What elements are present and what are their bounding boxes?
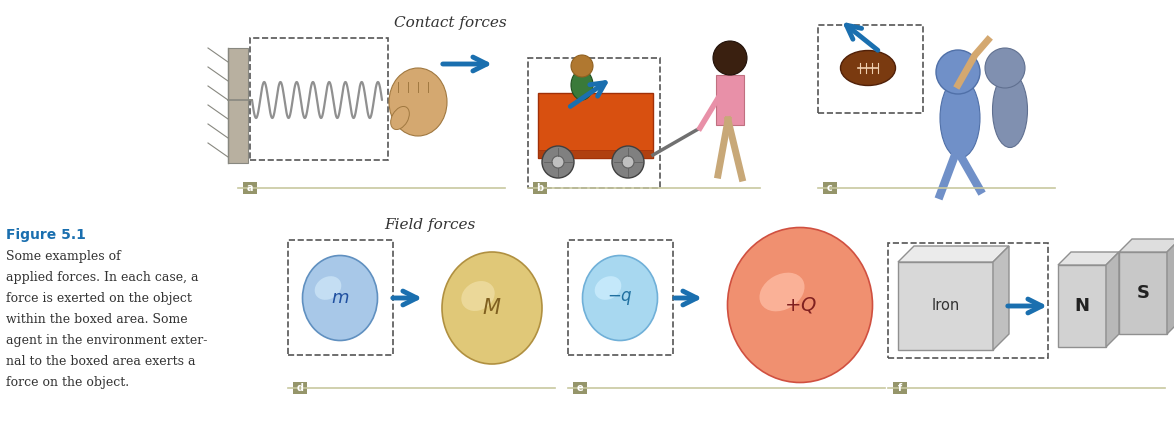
- Bar: [243, 182, 257, 194]
- Text: agent in the environment exter-: agent in the environment exter-: [6, 334, 208, 347]
- Text: S: S: [1136, 284, 1149, 302]
- Text: b: b: [537, 183, 544, 193]
- Ellipse shape: [389, 68, 447, 136]
- Text: e: e: [576, 383, 583, 393]
- Text: Some examples of: Some examples of: [6, 250, 121, 263]
- Circle shape: [713, 41, 747, 75]
- Bar: [568, 240, 673, 355]
- Ellipse shape: [595, 276, 621, 300]
- Ellipse shape: [760, 273, 804, 311]
- Text: d: d: [297, 383, 304, 393]
- Bar: [288, 240, 393, 355]
- Ellipse shape: [303, 255, 378, 340]
- Bar: [294, 382, 306, 394]
- Ellipse shape: [992, 72, 1027, 148]
- Bar: [893, 382, 908, 394]
- Text: nal to the boxed area exerts a: nal to the boxed area exerts a: [6, 355, 196, 368]
- Text: f: f: [898, 383, 902, 393]
- Ellipse shape: [841, 51, 896, 85]
- Polygon shape: [1167, 239, 1174, 334]
- Bar: [228, 48, 248, 163]
- Circle shape: [985, 48, 1025, 88]
- Ellipse shape: [315, 276, 342, 300]
- Ellipse shape: [461, 281, 494, 311]
- Circle shape: [552, 156, 564, 168]
- Ellipse shape: [391, 107, 410, 129]
- Bar: [888, 243, 1048, 358]
- Ellipse shape: [441, 252, 542, 364]
- Bar: [1119, 252, 1167, 334]
- Bar: [250, 38, 387, 160]
- Bar: [538, 150, 653, 158]
- Text: force is exerted on the object: force is exerted on the object: [6, 292, 191, 305]
- Polygon shape: [898, 246, 1008, 262]
- Circle shape: [612, 146, 645, 178]
- Circle shape: [542, 146, 574, 178]
- Ellipse shape: [571, 70, 593, 100]
- Text: Contact forces: Contact forces: [393, 16, 506, 30]
- Text: $+Q$: $+Q$: [783, 295, 816, 315]
- Circle shape: [571, 55, 593, 77]
- Text: Iron: Iron: [931, 298, 959, 313]
- Polygon shape: [1106, 252, 1119, 347]
- Text: c: c: [828, 183, 832, 193]
- Bar: [528, 58, 660, 188]
- Bar: [818, 25, 923, 113]
- Text: $M$: $M$: [483, 298, 501, 318]
- Text: Figure 5.1: Figure 5.1: [6, 228, 86, 242]
- Bar: [538, 93, 653, 158]
- Bar: [898, 262, 993, 350]
- Text: a: a: [247, 183, 254, 193]
- Text: applied forces. In each case, a: applied forces. In each case, a: [6, 271, 198, 284]
- Text: Field forces: Field forces: [384, 218, 475, 232]
- Bar: [823, 182, 837, 194]
- Text: within the boxed area. Some: within the boxed area. Some: [6, 313, 188, 326]
- Polygon shape: [993, 246, 1008, 350]
- Polygon shape: [1058, 252, 1119, 265]
- Bar: [1058, 265, 1106, 347]
- Polygon shape: [1119, 239, 1174, 252]
- Ellipse shape: [728, 227, 872, 382]
- Ellipse shape: [940, 78, 980, 158]
- Text: N: N: [1074, 297, 1089, 315]
- Ellipse shape: [582, 255, 657, 340]
- Bar: [533, 182, 547, 194]
- Text: force on the object.: force on the object.: [6, 376, 129, 389]
- Circle shape: [622, 156, 634, 168]
- Text: $-q$: $-q$: [607, 289, 633, 307]
- Bar: [573, 382, 587, 394]
- Text: $m$: $m$: [331, 289, 349, 307]
- Bar: [716, 75, 744, 125]
- Circle shape: [936, 50, 980, 94]
